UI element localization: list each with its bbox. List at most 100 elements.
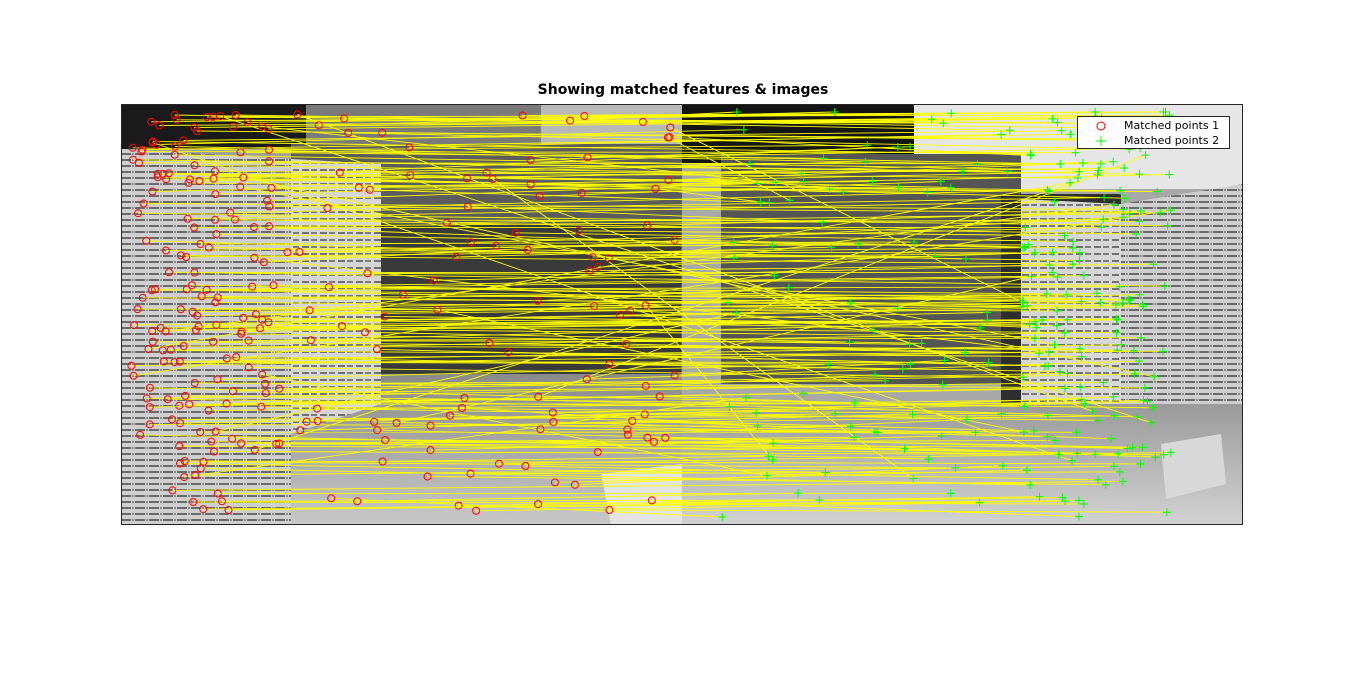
match-line bbox=[437, 309, 1024, 433]
matched-point-1 bbox=[199, 457, 208, 466]
match-line bbox=[167, 398, 730, 408]
matched-point-1 bbox=[216, 112, 225, 121]
matched-point-2 bbox=[898, 365, 907, 374]
matched-point-2 bbox=[1120, 164, 1129, 172]
match-line bbox=[632, 420, 1112, 440]
matched-point-1 bbox=[194, 322, 203, 331]
matched-point-2 bbox=[983, 308, 992, 317]
match-line bbox=[252, 275, 1084, 288]
match-line bbox=[265, 382, 1104, 394]
matched-point-1 bbox=[224, 506, 233, 514]
matched-point-2 bbox=[1119, 213, 1128, 222]
matched-point-1 bbox=[137, 147, 146, 156]
matched-point-1 bbox=[354, 183, 363, 192]
matched-point-1 bbox=[202, 285, 211, 294]
matched-point-1 bbox=[153, 169, 162, 178]
match-line bbox=[367, 272, 775, 277]
matched-point-2 bbox=[1025, 320, 1034, 329]
matched-point-1 bbox=[363, 269, 372, 278]
matched-point-2 bbox=[1132, 230, 1140, 238]
matched-point-2 bbox=[1112, 328, 1121, 337]
matched-point-2 bbox=[936, 177, 945, 186]
matched-point-2 bbox=[1073, 174, 1082, 182]
matched-point-1 bbox=[195, 177, 204, 185]
match-line bbox=[155, 288, 1028, 307]
matched-point-2 bbox=[1115, 282, 1124, 291]
match-line bbox=[234, 219, 1137, 235]
matched-point-2 bbox=[1074, 496, 1083, 505]
matched-point-2 bbox=[1091, 450, 1100, 459]
matched-point-1 bbox=[170, 150, 179, 159]
matched-point-2 bbox=[1019, 428, 1028, 436]
matched-point-2 bbox=[1026, 481, 1035, 489]
matched-point-2 bbox=[1112, 314, 1121, 323]
matched-point-1 bbox=[296, 426, 305, 435]
matched-point-2 bbox=[1099, 378, 1108, 387]
matched-point-1 bbox=[463, 202, 472, 211]
matched-point-2 bbox=[881, 376, 890, 385]
matched-point-2 bbox=[868, 177, 877, 186]
matched-point-2 bbox=[1066, 130, 1075, 139]
green-plus-marker-icon bbox=[1096, 136, 1106, 146]
matched-point-1 bbox=[670, 235, 679, 244]
matched-point-2 bbox=[976, 323, 985, 332]
match-line bbox=[540, 428, 1077, 433]
matched-point-2 bbox=[938, 380, 947, 389]
matched-point-2 bbox=[923, 188, 932, 197]
matched-point-2 bbox=[1137, 207, 1145, 215]
matched-point-2 bbox=[1018, 373, 1027, 382]
match-line bbox=[598, 251, 1053, 268]
matched-point-2 bbox=[1076, 344, 1084, 353]
match-line bbox=[651, 499, 1079, 518]
matched-point-1 bbox=[191, 471, 200, 480]
matched-point-2 bbox=[732, 108, 741, 116]
match-line bbox=[214, 219, 1140, 222]
match-line bbox=[668, 162, 1083, 181]
matched-point-2 bbox=[1035, 492, 1044, 501]
matched-point-1 bbox=[267, 183, 276, 192]
matched-point-2 bbox=[1030, 334, 1039, 343]
matched-point-2 bbox=[1055, 367, 1064, 376]
matched-point-1 bbox=[244, 336, 253, 345]
matched-point-2 bbox=[768, 241, 777, 250]
matched-point-2 bbox=[1139, 302, 1148, 311]
match-line bbox=[300, 413, 913, 431]
matched-point-2 bbox=[1158, 347, 1167, 356]
matched-point-1 bbox=[338, 322, 346, 331]
matched-point-2 bbox=[1071, 148, 1080, 157]
matched-point-2 bbox=[785, 196, 794, 205]
matched-point-1 bbox=[190, 223, 199, 232]
matched-point-2 bbox=[1109, 200, 1118, 209]
matched-point-1 bbox=[423, 472, 432, 481]
matched-point-1 bbox=[264, 318, 273, 327]
matched-point-2 bbox=[730, 253, 739, 262]
matched-point-2 bbox=[725, 402, 734, 411]
match-line bbox=[174, 361, 911, 365]
matched-point-1 bbox=[582, 375, 591, 384]
matched-point-1 bbox=[265, 222, 273, 231]
matched-point-2 bbox=[729, 238, 738, 247]
matched-point-2 bbox=[1107, 434, 1115, 443]
matched-point-1 bbox=[179, 136, 188, 145]
match-line bbox=[226, 350, 1163, 359]
matched-point-2 bbox=[846, 422, 855, 431]
matched-point-1 bbox=[593, 448, 602, 457]
matched-point-1 bbox=[275, 439, 284, 448]
matched-point-2 bbox=[1072, 428, 1081, 437]
matched-point-1 bbox=[313, 417, 322, 425]
matched-point-2 bbox=[819, 154, 828, 163]
match-line bbox=[168, 271, 1165, 287]
matched-point-1 bbox=[265, 157, 273, 166]
matched-point-2 bbox=[1053, 306, 1062, 315]
matched-point-2 bbox=[870, 326, 878, 335]
matched-point-1 bbox=[211, 215, 219, 224]
matched-point-2 bbox=[797, 169, 806, 178]
match-line bbox=[527, 249, 967, 260]
matched-point-2 bbox=[910, 238, 919, 246]
match-line bbox=[203, 500, 1079, 510]
match-line bbox=[149, 387, 1025, 408]
matched-point-1 bbox=[583, 153, 592, 162]
matched-point-2 bbox=[1100, 193, 1109, 202]
match-line bbox=[179, 463, 1099, 481]
match-line bbox=[195, 465, 1115, 476]
